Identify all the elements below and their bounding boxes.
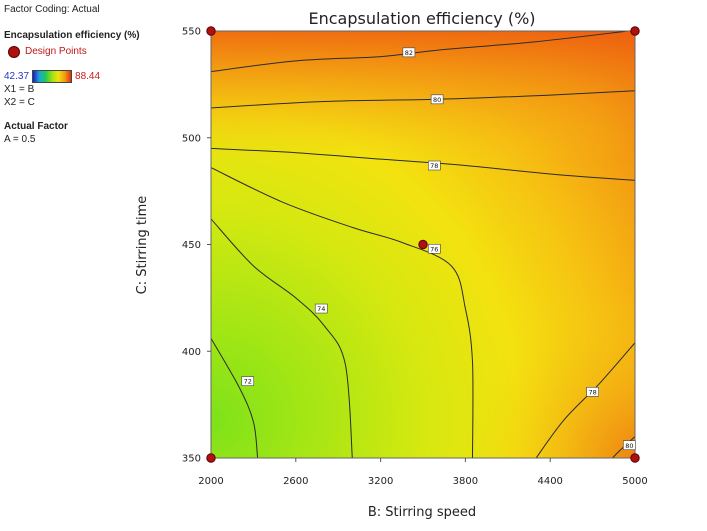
x-tick-label: 2600 bbox=[283, 476, 308, 487]
contour-label: 76 bbox=[430, 245, 438, 253]
legend-panel: Factor Coding: Actual Encapsulation effi… bbox=[4, 3, 140, 146]
x-tick-label: 3800 bbox=[453, 476, 478, 487]
response-title: Encapsulation efficiency (%) bbox=[4, 30, 140, 41]
contour-label: 72 bbox=[244, 378, 252, 386]
contour-label: 78 bbox=[588, 388, 596, 396]
design-point bbox=[206, 26, 216, 36]
x1-mapping: X1 = B bbox=[4, 84, 35, 95]
x-tick-label: 2000 bbox=[198, 476, 223, 487]
x-tick-label: 5000 bbox=[622, 476, 647, 487]
contour-label-box bbox=[241, 376, 255, 386]
contour-label: 80 bbox=[625, 442, 633, 450]
y-tick-label: 550 bbox=[182, 27, 201, 38]
contour-label: 80 bbox=[433, 96, 441, 104]
contour-label-box bbox=[428, 243, 441, 254]
design-point-marker-icon bbox=[8, 45, 20, 58]
factor-coding-label: Factor Coding: Actual bbox=[4, 4, 100, 15]
contour-label: 82 bbox=[405, 49, 413, 57]
y-tick-label: 500 bbox=[182, 133, 201, 144]
actual-factor-title: Actual Factor bbox=[4, 121, 68, 132]
contour-label: 74 bbox=[317, 305, 325, 313]
design-point bbox=[630, 26, 640, 36]
contour-label-box bbox=[623, 440, 636, 450]
contour-line-78 bbox=[535, 342, 635, 458]
y-axis-title: C: Stirring time bbox=[135, 196, 150, 295]
y-tick-label: 450 bbox=[182, 240, 201, 251]
x-axis-title: B: Stirring speed bbox=[368, 505, 476, 520]
x-tick-label: 4400 bbox=[537, 476, 562, 487]
contour-label-box bbox=[428, 160, 441, 171]
y-tick-label: 400 bbox=[182, 347, 201, 358]
x-tick-label: 3200 bbox=[368, 476, 393, 487]
actual-factor-value: A = 0.5 bbox=[4, 134, 36, 145]
color-scale: 42.37 88.44 bbox=[4, 70, 140, 83]
contour-line-80 bbox=[612, 436, 635, 458]
contour-label-box bbox=[430, 94, 444, 105]
contour-line-72 bbox=[211, 338, 259, 458]
contour-line-78 bbox=[211, 147, 635, 181]
color-scale-min: 42.37 bbox=[4, 71, 30, 82]
design-point bbox=[206, 453, 216, 463]
design-points-label: Design Points bbox=[25, 46, 87, 57]
color-scale-max: 88.44 bbox=[75, 71, 101, 82]
contour-label-box bbox=[586, 387, 599, 397]
chart-title: Encapsulation efficiency (%) bbox=[308, 9, 535, 28]
contour-label-box bbox=[314, 303, 328, 314]
contour-label: 78 bbox=[430, 162, 438, 170]
contour-label-box bbox=[402, 47, 416, 58]
design-point bbox=[418, 239, 428, 250]
y-tick-label: 350 bbox=[182, 454, 201, 465]
contour-labels: 72 74 76 78 78 80 80 82 bbox=[241, 47, 636, 450]
axes: 2000 2600 3200 3800 4400 5000 350 400 450 500 550 bbox=[182, 27, 648, 488]
design-points-legend: Design Points bbox=[4, 45, 140, 58]
contour-line-74 bbox=[211, 218, 353, 458]
color-scale-bar bbox=[32, 70, 73, 83]
design-points bbox=[206, 26, 640, 463]
contour-lines bbox=[211, 31, 635, 458]
x2-mapping: X2 = C bbox=[4, 97, 35, 108]
design-point bbox=[630, 453, 640, 463]
